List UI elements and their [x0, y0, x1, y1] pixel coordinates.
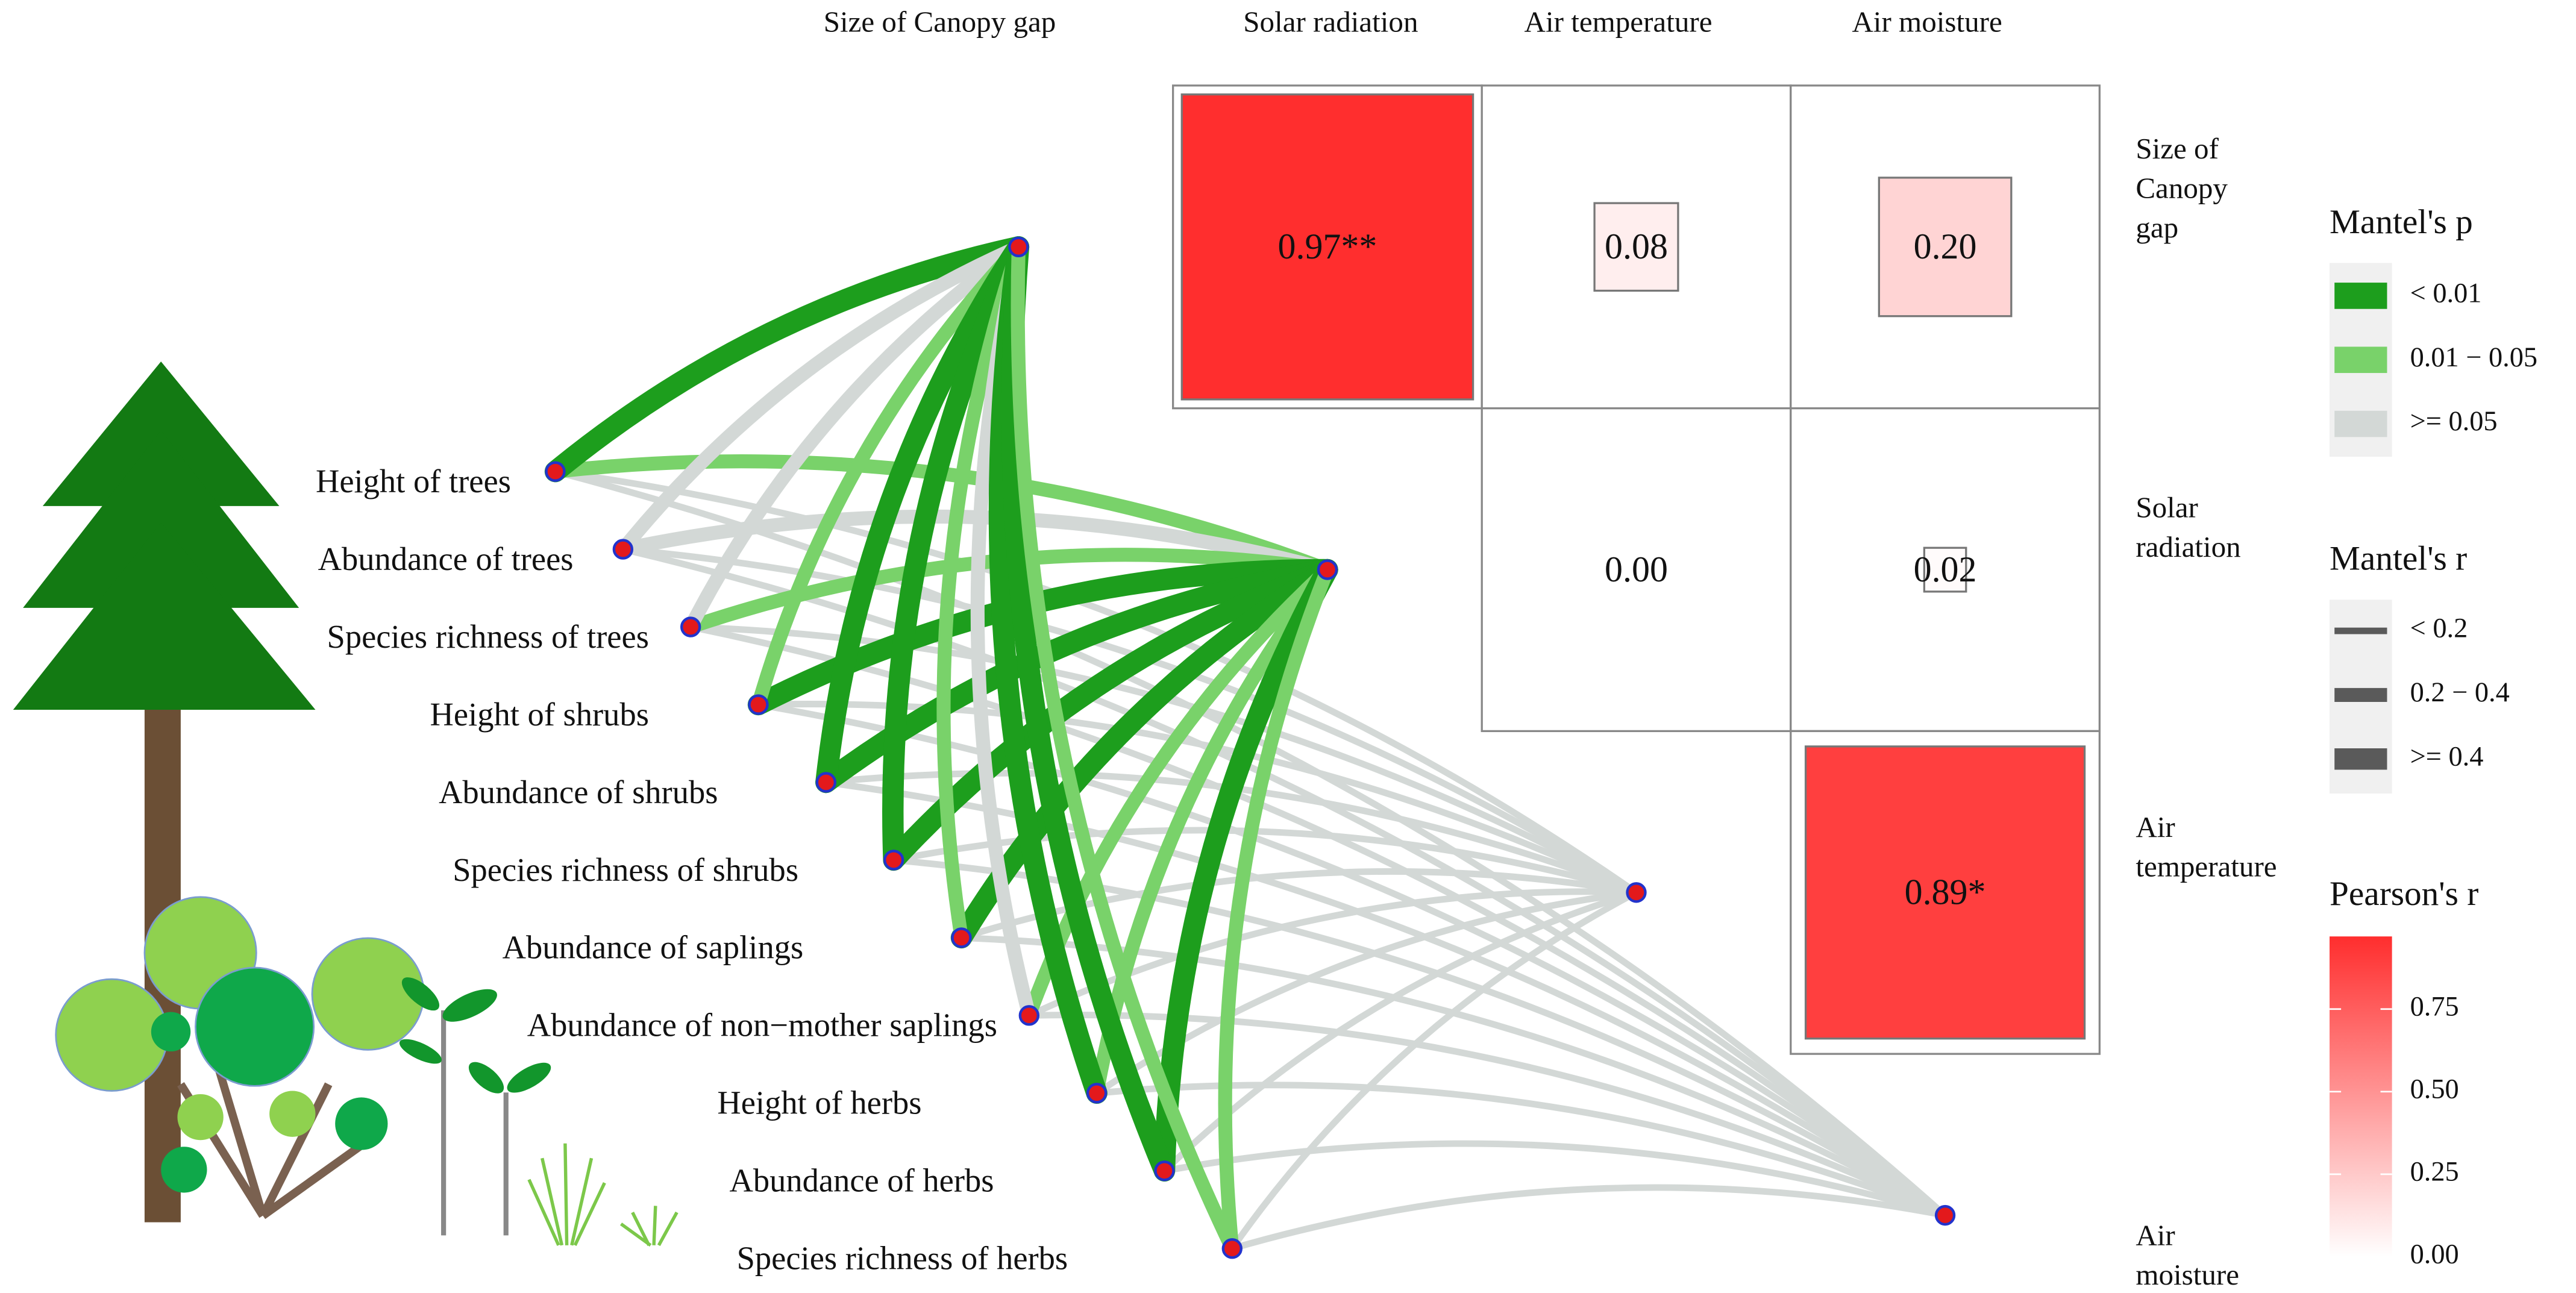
grid-cell — [1481, 407, 1792, 733]
species-node — [748, 694, 769, 715]
mantel-link — [815, 236, 1030, 794]
species-label: Abundance of shrubs — [439, 774, 718, 810]
mantel-link — [823, 779, 1949, 1219]
row-label: Air — [2136, 1218, 2175, 1251]
env-node — [1317, 559, 1338, 580]
correlation-square — [1804, 745, 2086, 1040]
colorbar-label: 0.50 — [2410, 1074, 2459, 1104]
species-node — [1018, 1005, 1039, 1026]
colorbar — [2330, 936, 2392, 1257]
species-label: Abundance of herbs — [729, 1162, 994, 1199]
mantel-link — [683, 240, 1026, 634]
legend-label: < 0.01 — [2410, 278, 2482, 309]
env-node — [1934, 1204, 1956, 1226]
row-label: Air — [2136, 810, 2175, 844]
cell-label: 0.08 — [1605, 227, 1668, 266]
env-node — [1626, 882, 1647, 903]
mantel-link — [1218, 562, 1335, 1256]
correlation-square — [1878, 177, 2013, 318]
species-label: Height of trees — [316, 463, 511, 499]
colorbar-label: 0.25 — [2410, 1156, 2459, 1187]
colorbar-label: 0.75 — [2410, 991, 2459, 1022]
correlation-square — [1923, 546, 1967, 593]
mantel-link — [751, 240, 1026, 712]
column-label: Solar radiation — [1243, 5, 1418, 38]
mantel-link — [755, 701, 1949, 1219]
mantel-link — [552, 468, 1949, 1219]
legend-title: Mantel's r — [2330, 540, 2467, 578]
correlation-grid: 0.97** 0.08 0.20 0.00 0.02 0.89* — [1172, 84, 2101, 1055]
cell-label: 0.89* — [1905, 872, 1986, 912]
env-node — [1008, 236, 1029, 257]
species-node — [1221, 1238, 1243, 1259]
legend-title: Mantel's p — [2330, 203, 2473, 241]
cell-label: 0.97** — [1277, 227, 1377, 266]
row-label: gap — [2136, 211, 2178, 244]
mantel-link — [544, 236, 1030, 483]
species-node — [815, 772, 837, 793]
cell-label: 0.00 — [1605, 549, 1668, 589]
mantel-links — [544, 236, 1949, 1256]
colorbar-label: 0.00 — [2410, 1239, 2459, 1270]
mantel-link — [890, 827, 1640, 896]
species-label: Species richness of shrubs — [453, 851, 798, 888]
species-label: Height of shrubs — [430, 696, 649, 733]
mantel-link — [958, 868, 1640, 941]
legend-label: >= 0.4 — [2410, 741, 2484, 772]
legend-title: Pearson's r — [2330, 875, 2478, 913]
correlation-square — [1593, 202, 1679, 292]
mantel-link — [1026, 888, 1640, 1019]
species-node — [883, 850, 904, 871]
species-node — [680, 616, 701, 637]
cell-label: 0.02 — [1914, 549, 1977, 589]
legend-label: >= 0.05 — [2410, 406, 2498, 437]
species-label: Abundance of trees — [318, 540, 574, 577]
mantel-link — [1229, 889, 1640, 1252]
species-node — [545, 461, 566, 482]
column-label: Air moisture — [1852, 5, 2002, 38]
mantel-link — [882, 236, 1030, 871]
species-label: Abundance of saplings — [503, 929, 804, 966]
species-label: Species richness of herbs — [737, 1240, 1068, 1277]
mantel-link — [1011, 240, 1239, 1256]
mantel-link — [936, 240, 1026, 945]
legend-label: 0.2 − 0.4 — [2410, 677, 2510, 708]
correlation-square — [1180, 93, 1474, 401]
mantel-link — [548, 454, 1335, 577]
species-node — [612, 539, 634, 560]
legend-key — [2334, 283, 2387, 309]
mantel-link — [1153, 559, 1338, 1182]
mantel-link — [1161, 1140, 1949, 1219]
mantel-link — [616, 240, 1026, 557]
mantel-link — [1001, 236, 1176, 1182]
column-label: Size of Canopy gap — [824, 5, 1056, 38]
species-label: Abundance of non−mother saplings — [527, 1007, 997, 1044]
species-node — [1086, 1083, 1108, 1104]
row-label: temperature — [2136, 850, 2277, 883]
legend-key — [2334, 410, 2387, 437]
row-label: Solar — [2136, 491, 2198, 524]
species-node — [1154, 1160, 1175, 1182]
species-node — [951, 927, 972, 948]
legend-key — [2334, 346, 2387, 374]
row-label: Size of — [2136, 132, 2219, 165]
labels-and-nodes: Size of Canopy gap Solar radiation Air tem… — [316, 5, 2537, 1291]
row-label: radiation — [2136, 530, 2240, 563]
column-label: Air temperature — [1525, 5, 1713, 38]
cell-label: 0.20 — [1914, 227, 1977, 266]
row-label: moisture — [2136, 1258, 2239, 1291]
row-label: Canopy — [2136, 171, 2228, 204]
species-label: Species richness of trees — [327, 618, 649, 655]
species-label: Height of herbs — [717, 1085, 921, 1121]
illustration — [13, 361, 678, 1247]
legend-label: 0.01 − 0.05 — [2410, 342, 2537, 373]
mantel-link — [1229, 1184, 1949, 1252]
legend-label: < 0.2 — [2410, 613, 2468, 644]
